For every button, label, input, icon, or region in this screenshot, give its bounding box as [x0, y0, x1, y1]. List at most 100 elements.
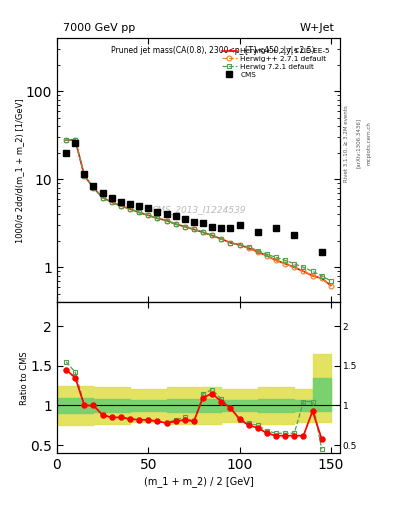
CMS: [292, 232, 297, 239]
Y-axis label: 1000/σ 2dσ/d(m_1 + m_2) [1/GeV]: 1000/σ 2dσ/d(m_1 + m_2) [1/GeV]: [15, 98, 24, 243]
Herwig++ 2.7.1 default: [173, 221, 178, 227]
Herwig++ 2.7.1 UE-EE-5: [320, 275, 324, 282]
Text: [arXiv:1306.3436]: [arXiv:1306.3436]: [356, 118, 361, 168]
Herwig 7.2.1 default: [228, 240, 233, 246]
Text: mcplots.cern.ch: mcplots.cern.ch: [366, 121, 371, 165]
Herwig++ 2.7.1 default: [283, 261, 288, 267]
Herwig++ 2.7.1 UE-EE-5: [191, 226, 196, 232]
Herwig 7.2.1 default: [264, 251, 269, 258]
Herwig++ 2.7.1 UE-EE-5: [301, 268, 306, 274]
CMS: [274, 225, 278, 231]
Herwig++ 2.7.1 default: [155, 215, 160, 221]
Herwig 7.2.1 default: [109, 199, 114, 205]
CMS: [210, 224, 215, 230]
Herwig++ 2.7.1 default: [255, 249, 260, 255]
Herwig 7.2.1 default: [64, 137, 68, 143]
Herwig++ 2.7.1 UE-EE-5: [109, 199, 114, 205]
Herwig++ 2.7.1 UE-EE-5: [164, 218, 169, 224]
CMS: [320, 249, 324, 255]
CMS: [182, 217, 187, 223]
Herwig++ 2.7.1 default: [191, 226, 196, 232]
Herwig 7.2.1 default: [91, 185, 96, 191]
Herwig++ 2.7.1 default: [274, 257, 278, 263]
Herwig++ 2.7.1 UE-EE-5: [137, 209, 141, 216]
Herwig++ 2.7.1 UE-EE-5: [155, 215, 160, 221]
Legend: Herwig++ 2.7.1 UE-EE-5, Herwig++ 2.7.1 default, Herwig 7.2.1 default, CMS: Herwig++ 2.7.1 UE-EE-5, Herwig++ 2.7.1 d…: [221, 47, 331, 78]
Herwig++ 2.7.1 UE-EE-5: [219, 236, 224, 242]
Herwig 7.2.1 default: [274, 254, 278, 261]
CMS: [219, 225, 224, 231]
Line: CMS: CMS: [62, 139, 325, 255]
Herwig++ 2.7.1 UE-EE-5: [283, 261, 288, 267]
Herwig++ 2.7.1 default: [301, 268, 306, 274]
Herwig++ 2.7.1 default: [320, 275, 324, 282]
Herwig 7.2.1 default: [219, 236, 224, 242]
Herwig++ 2.7.1 UE-EE-5: [292, 264, 297, 270]
Herwig 7.2.1 default: [201, 229, 206, 236]
CMS: [91, 182, 96, 188]
Herwig++ 2.7.1 UE-EE-5: [274, 257, 278, 263]
Herwig 7.2.1 default: [164, 218, 169, 224]
Herwig++ 2.7.1 default: [292, 264, 297, 270]
Herwig 7.2.1 default: [146, 212, 151, 219]
CMS: [64, 150, 68, 156]
Herwig++ 2.7.1 UE-EE-5: [73, 137, 77, 143]
Herwig 7.2.1 default: [73, 137, 77, 143]
Herwig 7.2.1 default: [310, 268, 315, 274]
Herwig++ 2.7.1 UE-EE-5: [201, 229, 206, 236]
Herwig++ 2.7.1 UE-EE-5: [310, 273, 315, 279]
Herwig 7.2.1 default: [191, 226, 196, 232]
Herwig++ 2.7.1 default: [164, 218, 169, 224]
Herwig++ 2.7.1 default: [201, 229, 206, 236]
Herwig++ 2.7.1 default: [210, 232, 215, 239]
CMS: [128, 201, 132, 207]
Herwig++ 2.7.1 default: [109, 199, 114, 205]
Herwig++ 2.7.1 default: [73, 137, 77, 143]
Herwig++ 2.7.1 UE-EE-5: [91, 185, 96, 191]
Herwig++ 2.7.1 default: [182, 224, 187, 230]
Herwig 7.2.1 default: [237, 242, 242, 248]
Herwig++ 2.7.1 UE-EE-5: [329, 283, 333, 289]
Herwig++ 2.7.1 UE-EE-5: [146, 212, 151, 219]
Herwig 7.2.1 default: [100, 195, 105, 201]
Herwig 7.2.1 default: [182, 224, 187, 230]
Herwig++ 2.7.1 default: [310, 273, 315, 279]
Herwig++ 2.7.1 UE-EE-5: [119, 203, 123, 209]
CMS: [228, 225, 233, 231]
Herwig 7.2.1 default: [329, 278, 333, 284]
CMS: [255, 229, 260, 236]
CMS: [173, 213, 178, 219]
Herwig++ 2.7.1 UE-EE-5: [128, 206, 132, 212]
Herwig++ 2.7.1 UE-EE-5: [64, 137, 68, 143]
CMS: [237, 222, 242, 228]
Herwig++ 2.7.1 default: [137, 209, 141, 216]
Herwig++ 2.7.1 default: [329, 283, 333, 289]
Herwig++ 2.7.1 default: [128, 206, 132, 212]
Herwig 7.2.1 default: [301, 264, 306, 270]
CMS: [191, 219, 196, 225]
Herwig 7.2.1 default: [292, 261, 297, 267]
Herwig++ 2.7.1 default: [219, 236, 224, 242]
CMS: [155, 209, 160, 216]
Herwig++ 2.7.1 default: [64, 137, 68, 143]
Herwig++ 2.7.1 default: [82, 173, 87, 179]
Herwig++ 2.7.1 UE-EE-5: [100, 195, 105, 201]
Y-axis label: Ratio to CMS: Ratio to CMS: [20, 351, 29, 404]
Herwig++ 2.7.1 UE-EE-5: [82, 173, 87, 179]
Herwig++ 2.7.1 UE-EE-5: [228, 240, 233, 246]
Herwig++ 2.7.1 default: [246, 245, 251, 251]
Line: Herwig++ 2.7.1 default: Herwig++ 2.7.1 default: [64, 138, 333, 288]
Text: Rivet 3.1.10, ≥ 3.2M events: Rivet 3.1.10, ≥ 3.2M events: [344, 105, 349, 182]
Herwig++ 2.7.1 UE-EE-5: [237, 242, 242, 248]
Herwig++ 2.7.1 UE-EE-5: [264, 253, 269, 259]
Herwig 7.2.1 default: [82, 173, 87, 179]
Herwig 7.2.1 default: [137, 209, 141, 216]
Herwig++ 2.7.1 default: [264, 253, 269, 259]
Herwig++ 2.7.1 UE-EE-5: [182, 224, 187, 230]
Herwig++ 2.7.1 UE-EE-5: [255, 249, 260, 255]
CMS: [201, 220, 206, 226]
Herwig 7.2.1 default: [119, 203, 123, 209]
Herwig++ 2.7.1 default: [146, 212, 151, 219]
Herwig++ 2.7.1 UE-EE-5: [210, 232, 215, 239]
Text: CMS_2013_I1224539: CMS_2013_I1224539: [151, 205, 246, 215]
